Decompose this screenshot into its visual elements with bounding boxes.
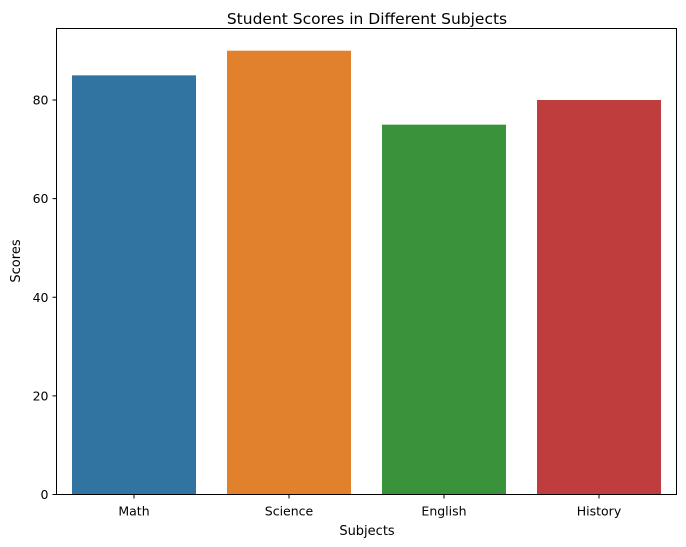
bar-history xyxy=(537,100,661,495)
y-axis-label: Scores xyxy=(9,239,24,282)
y-tick-label-0: 0 xyxy=(41,487,49,502)
x-axis-label: Subjects xyxy=(339,524,395,539)
y-tick-label-20: 20 xyxy=(33,388,49,403)
y-tick-label-80: 80 xyxy=(33,93,49,108)
x-axis-ticks: Math Science English History xyxy=(118,494,622,519)
y-tick-label-40: 40 xyxy=(33,290,49,305)
bar-science xyxy=(227,50,351,495)
bar-english xyxy=(382,124,506,495)
y-axis-ticks: 0 20 40 60 80 xyxy=(33,93,57,502)
y-tick-label-60: 60 xyxy=(33,191,49,206)
plot-area-frame xyxy=(56,28,677,495)
x-tick-label-science: Science xyxy=(265,504,314,519)
bars-group xyxy=(72,50,661,495)
x-tick-label-english: English xyxy=(421,504,466,519)
chart-title: Student Scores in Different Subjects xyxy=(227,10,507,28)
x-tick-label-math: Math xyxy=(118,504,149,519)
bar-math xyxy=(72,75,196,495)
x-tick-label-history: History xyxy=(577,504,622,519)
